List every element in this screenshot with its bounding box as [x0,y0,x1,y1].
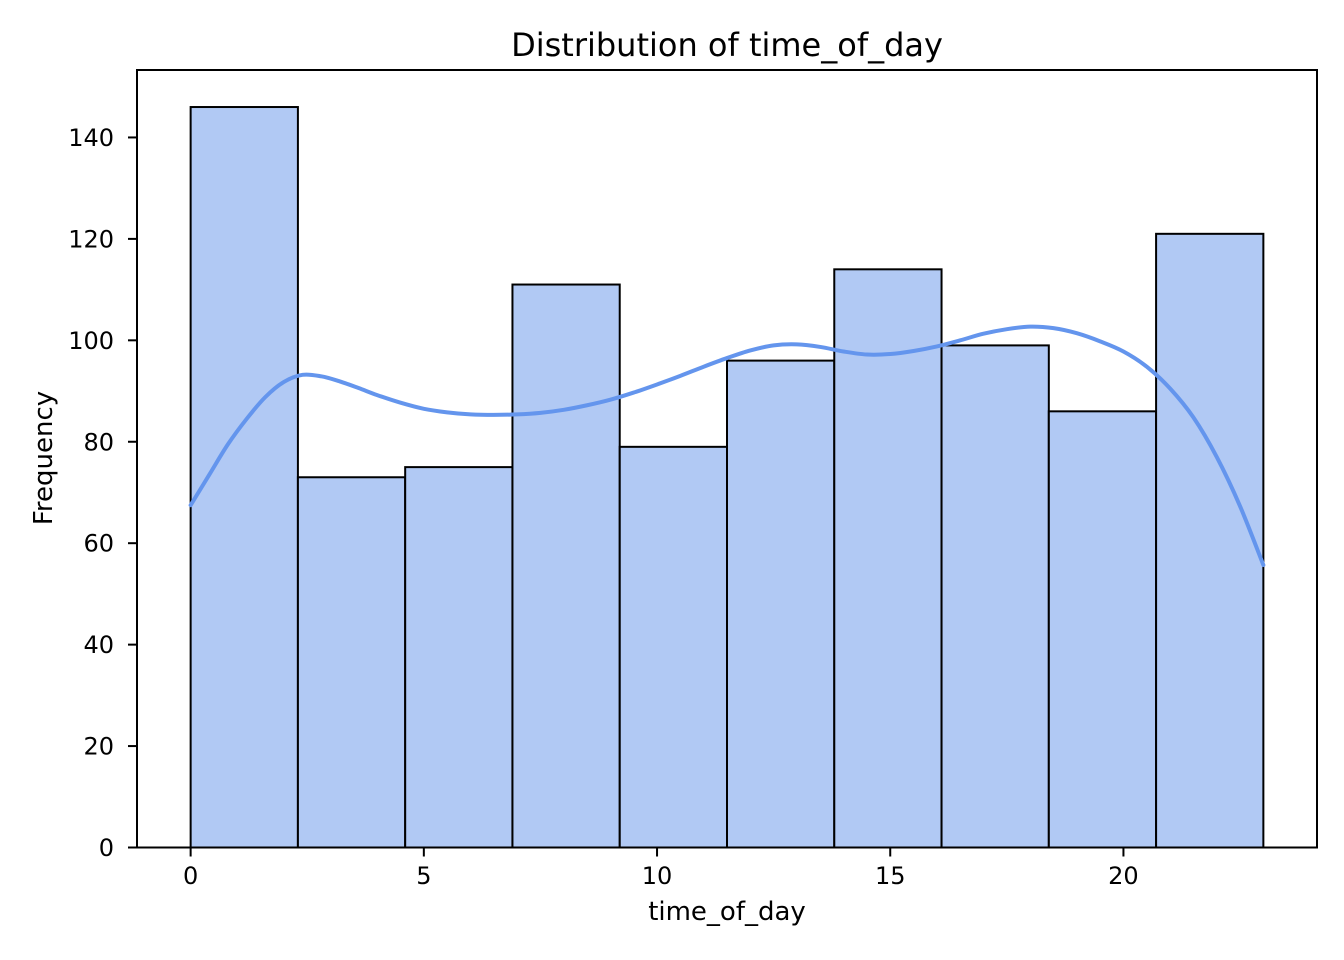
y-axis-label: Frequency [29,391,59,525]
y-tick-label: 40 [83,631,114,659]
y-tick-label: 120 [68,225,114,253]
x-tick-label: 20 [1108,862,1139,890]
x-tick-label: 10 [642,862,673,890]
y-tick-label: 20 [83,733,114,761]
y-tick-label: 100 [68,327,114,355]
histogram-bar [1047,410,1158,849]
x-tick-label: 0 [183,862,198,890]
histogram-bar [726,359,836,849]
histogram-bar [296,476,407,849]
histogram-bar [940,344,1050,849]
x-axis-label: time_of_day [648,897,806,927]
plot-spines [136,69,1318,849]
x-tick-label: 5 [416,862,431,890]
axis-ticks-group: 0 5 10 15 20 0 20 40 60 80 100 120 140 [68,124,1139,890]
histogram-bar [404,466,514,849]
kde-curve [188,324,1266,568]
histogram-bar [1155,232,1265,849]
x-tick-label: 15 [875,862,906,890]
y-tick-label: 80 [83,428,114,456]
chart-title: Distribution of time_of_day [511,26,943,64]
y-tick-label: 140 [68,124,114,152]
histogram-bars-group [189,106,1265,849]
y-tick-label: 60 [83,530,114,558]
histogram-bar [833,268,943,849]
histogram-bar [511,283,621,849]
histogram-bar [618,445,729,849]
y-tick-label: 0 [99,834,114,862]
